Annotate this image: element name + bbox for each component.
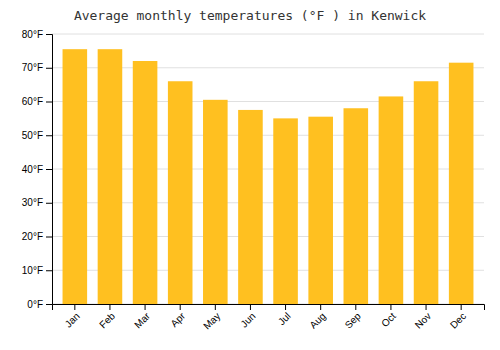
y-tick-mark (46, 169, 52, 170)
bar (98, 49, 123, 304)
x-tick-mark (250, 304, 251, 310)
x-tick-label: Sep (343, 310, 364, 331)
x-tick-mark (390, 304, 391, 310)
x-tick-mark (461, 304, 462, 310)
y-tick-mark (46, 237, 52, 238)
y-tick-mark (46, 102, 52, 103)
x-tick: Aug (307, 304, 327, 331)
y-tick-label: 80°F (22, 29, 43, 40)
y-tick-mark (46, 203, 52, 204)
x-tick: Dec (448, 304, 468, 331)
y-axis-line (46, 35, 53, 305)
x-tick: Oct (379, 304, 398, 329)
y-tick-label: 10°F (22, 265, 43, 276)
bar (379, 96, 404, 304)
y-tick-label: 50°F (22, 130, 43, 141)
y-tick: 60°F (22, 96, 52, 107)
x-tick-mark (285, 304, 286, 310)
y-tick-mark (46, 304, 52, 305)
x-tick-mark (355, 304, 356, 310)
y-tick-label: 20°F (22, 231, 43, 242)
bar (63, 49, 88, 304)
plot-area: 0°F 10°F 20°F 30°F 40°F 50°F 60°F 70°F 80°F Jan Fe… (22, 29, 485, 332)
y-tick-label: 60°F (22, 96, 43, 107)
x-tick-label: Apr (168, 310, 187, 329)
bar (168, 81, 193, 304)
x-tick-label: Nov (413, 310, 433, 330)
y-axis: 0°F 10°F 20°F 30°F 40°F 50°F 60°F 70°F 80°F (22, 29, 53, 310)
x-tick: May (201, 304, 222, 332)
x-tick: Nov (413, 304, 433, 331)
grid-line (52, 34, 484, 35)
y-tick-mark (46, 34, 52, 35)
x-tick-mark (109, 304, 110, 310)
x-tick: Apr (168, 304, 187, 329)
y-tick: 20°F (22, 231, 52, 242)
y-tick-label: 30°F (22, 197, 43, 208)
y-tick-mark (46, 270, 52, 271)
x-tick-label: Aug (307, 310, 327, 330)
y-tick: 30°F (22, 197, 52, 208)
x-tick-label: Mar (132, 310, 152, 330)
x-tick-label: May (201, 310, 222, 331)
bar (238, 110, 263, 304)
x-tick-mark (74, 304, 75, 310)
title: Average monthly temperatures (°F ) in Ke… (74, 8, 426, 23)
y-tick-mark (46, 135, 52, 136)
y-tick: 80°F (22, 29, 52, 40)
x-tick-mark (426, 304, 427, 310)
x-tick-mark (180, 304, 181, 310)
chart: 0°F 10°F 20°F 30°F 40°F 50°F 60°F 70°F 80°F Jan Fe… (0, 0, 500, 350)
y-tick: 10°F (22, 265, 52, 276)
grid (52, 34, 484, 304)
x-tick: Jul (276, 304, 293, 327)
y-tick: 40°F (22, 164, 52, 175)
x-tick-label: Oct (379, 310, 398, 329)
bar (203, 100, 228, 304)
y-tick-mark (46, 68, 52, 69)
x-tick: Jun (238, 304, 257, 330)
bar (133, 61, 158, 304)
y-tick: 70°F (22, 62, 52, 73)
x-axis-line (53, 305, 485, 311)
x-tick: Jan (63, 304, 82, 330)
bar (344, 108, 369, 304)
x-tick: Feb (97, 304, 117, 330)
y-tick: 50°F (22, 130, 52, 141)
x-tick: Sep (343, 304, 364, 331)
y-tick-label: 0°F (27, 299, 43, 310)
x-tick-mark (320, 304, 321, 310)
x-tick-label: Jun (238, 310, 257, 329)
x-tick-label: Dec (448, 310, 468, 330)
bar (449, 63, 474, 304)
bar (414, 81, 439, 304)
bar (273, 118, 298, 304)
x-tick-label: Jan (63, 310, 82, 329)
x-tick-label: Jul (276, 310, 293, 327)
y-tick: 0°F (27, 299, 52, 310)
x-tick-mark (215, 304, 216, 310)
bar (308, 117, 333, 304)
x-tick: Mar (132, 304, 152, 330)
x-tick-mark (145, 304, 146, 310)
x-tick-label: Feb (97, 310, 117, 330)
y-tick-label: 70°F (22, 62, 43, 73)
bars (63, 49, 474, 304)
x-axis: Jan Feb Mar Apr May Jun Jul Aug Sep Oct Nov Dec (53, 304, 485, 332)
y-tick-label: 40°F (22, 164, 43, 175)
